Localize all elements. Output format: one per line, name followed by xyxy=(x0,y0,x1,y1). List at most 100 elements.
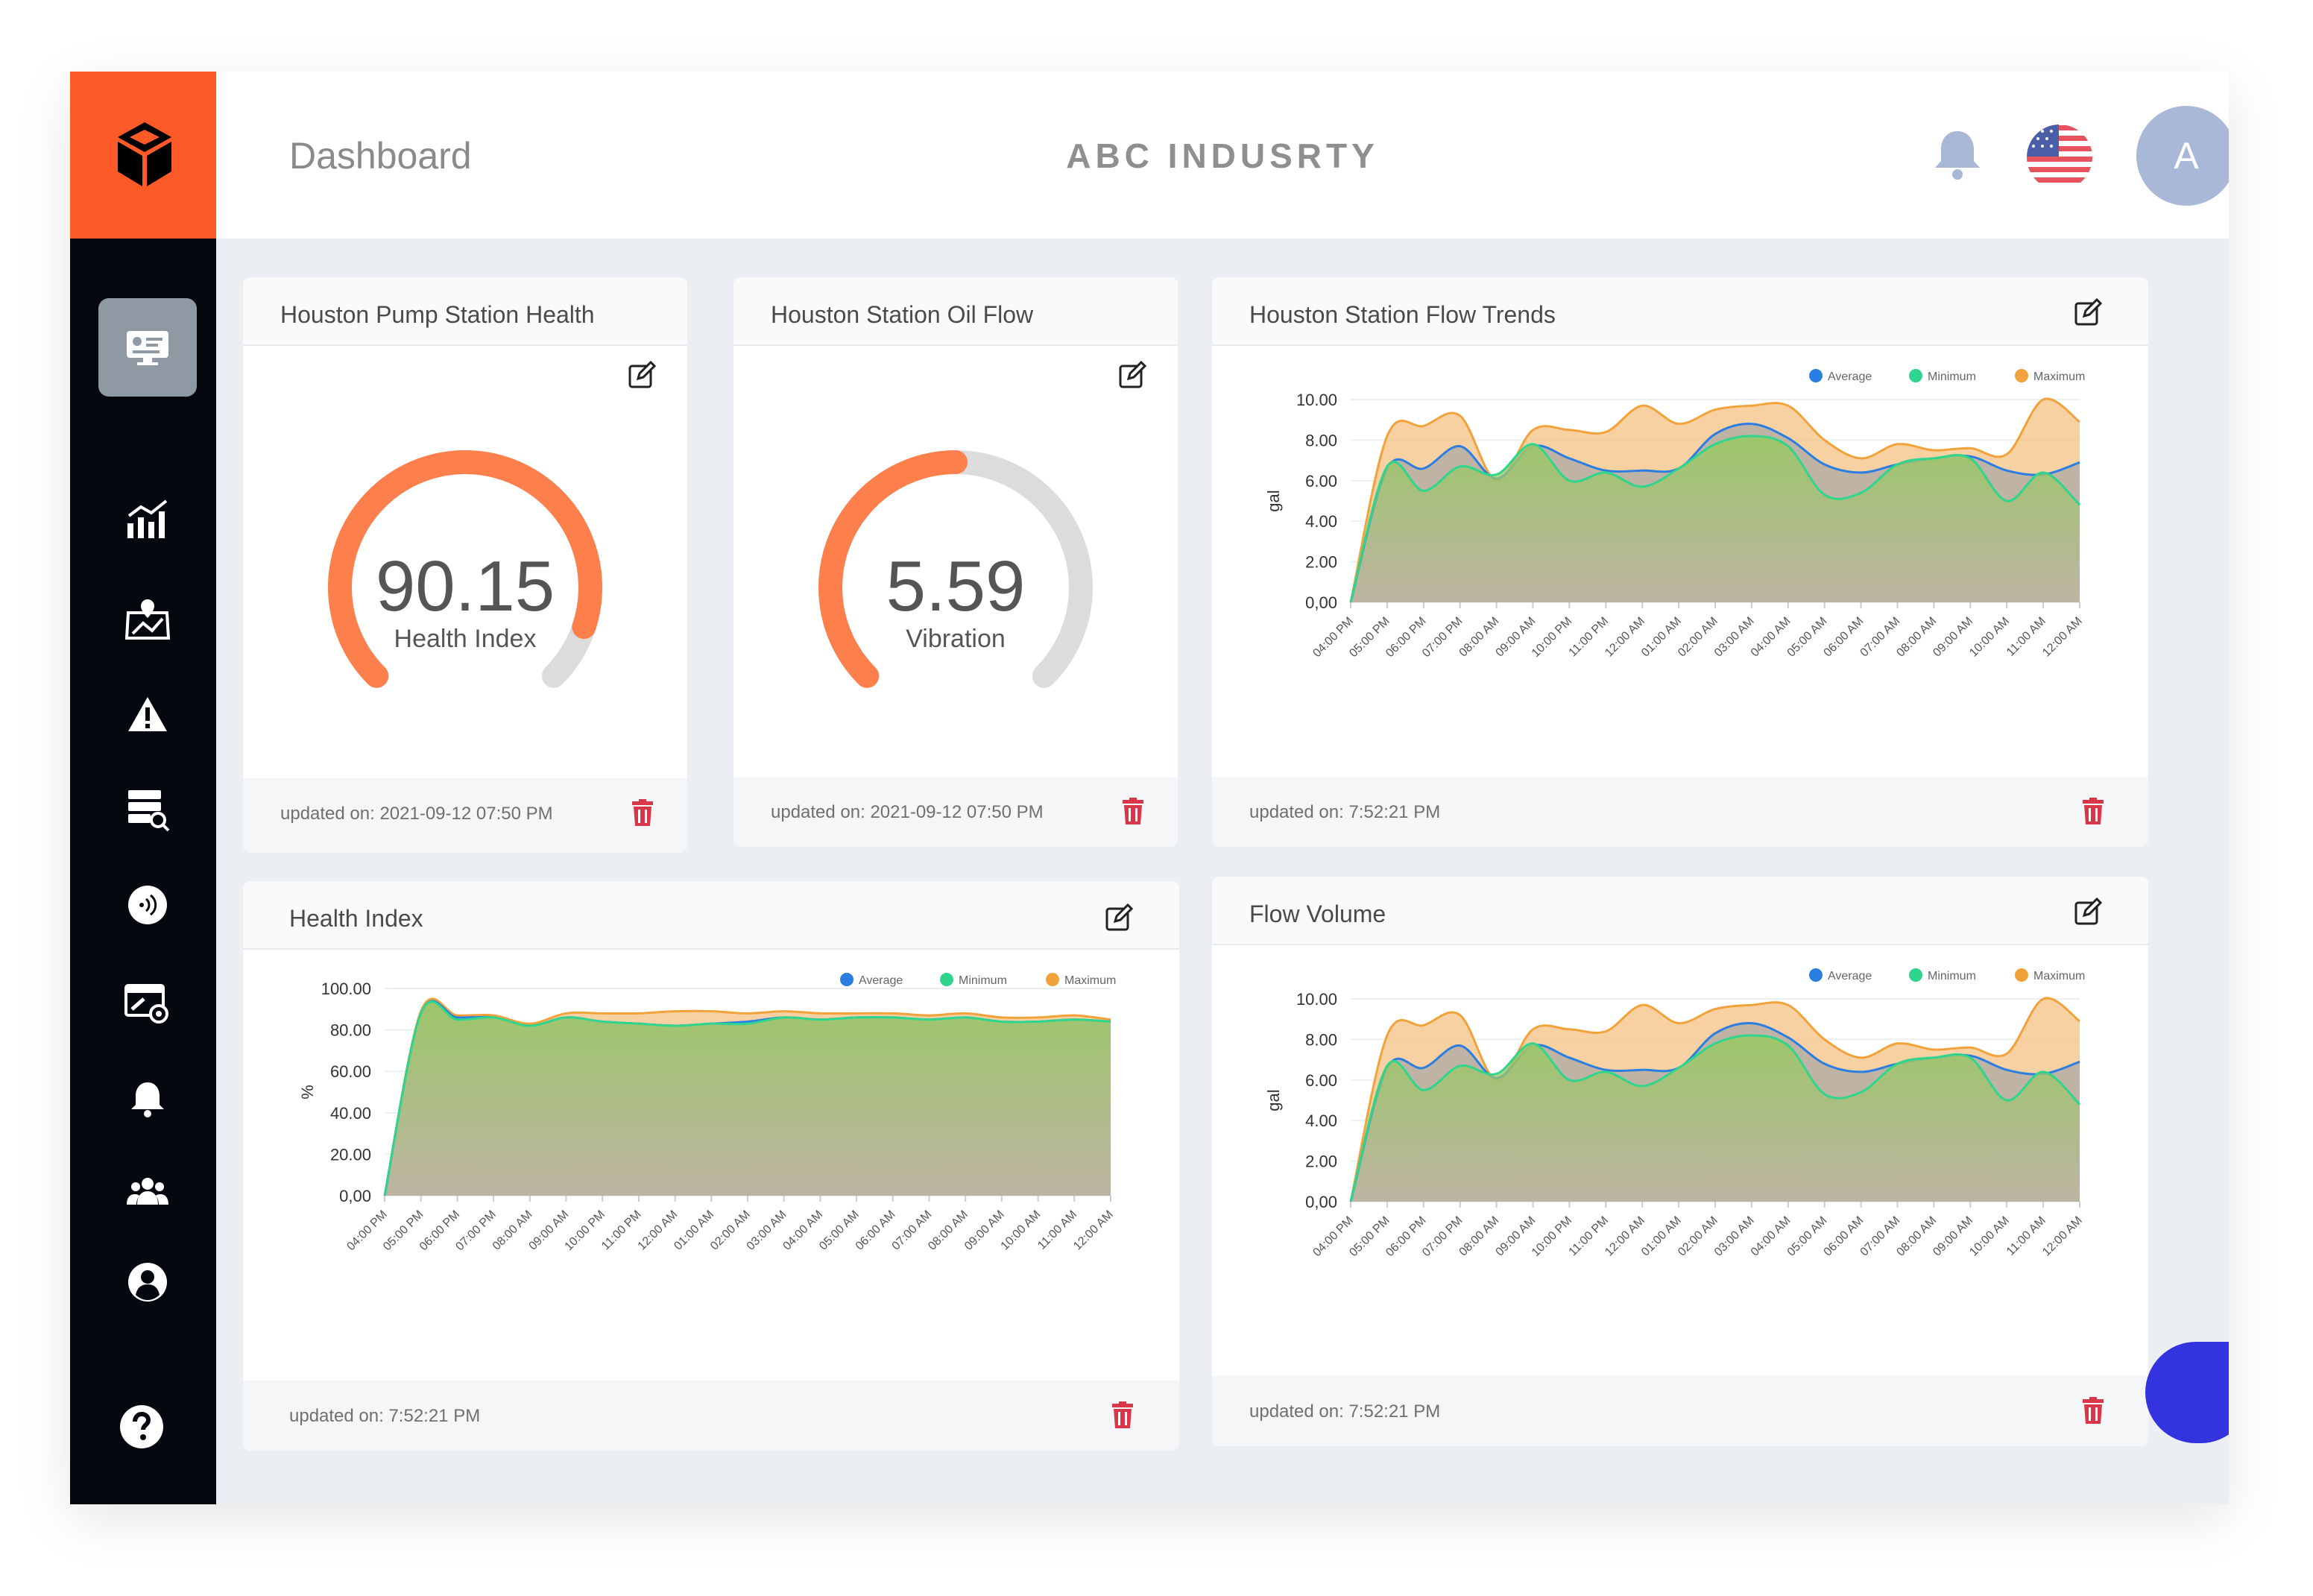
y-axis-label: % xyxy=(298,1085,317,1100)
notifications-button[interactable] xyxy=(1934,128,1981,186)
card-title: Health Index xyxy=(289,905,423,932)
map-icon xyxy=(125,599,170,640)
health-gauge xyxy=(328,450,602,688)
trash-icon xyxy=(2083,798,2104,824)
gauge-label: Health Index xyxy=(394,625,537,653)
y-tick-label: 6.00 xyxy=(1305,1071,1337,1090)
x-tick-label: 07:00 PM xyxy=(453,1208,498,1253)
legend-marker xyxy=(1909,968,1922,982)
updated-timestamp: updated on: 7:52:21 PM xyxy=(1249,1401,1441,1422)
y-tick-label: 6.00 xyxy=(1305,472,1337,491)
card-title: Flow Volume xyxy=(1249,900,1386,927)
series-line-maximum xyxy=(1349,397,2080,603)
edit-button[interactable] xyxy=(2074,897,2103,930)
language-selector[interactable] xyxy=(2026,124,2093,195)
users-icon xyxy=(127,1178,168,1205)
y-tick-label: 60.00 xyxy=(330,1062,371,1081)
card-title: Houston Station Flow Trends xyxy=(1249,301,1556,328)
dashboard-icon xyxy=(127,331,168,365)
x-tick-label: 12:00 AM xyxy=(2040,1214,2085,1259)
legend-marker xyxy=(2015,369,2028,382)
delete-button[interactable] xyxy=(1112,1401,1133,1432)
legend-label: Maximum xyxy=(1064,974,1116,987)
edit-button[interactable] xyxy=(2074,297,2103,330)
edit-icon xyxy=(2074,897,2103,925)
delete-button[interactable] xyxy=(2083,1397,2104,1428)
legend-marker xyxy=(1046,973,1059,986)
x-tick-label: 07:00 PM xyxy=(1420,615,1465,660)
edit-button[interactable] xyxy=(628,360,657,393)
edit-icon xyxy=(2074,297,2103,326)
legend-label: Average xyxy=(1828,370,1872,383)
nav-dashboard[interactable] xyxy=(98,298,197,397)
warning-icon xyxy=(128,697,167,731)
help-button[interactable] xyxy=(98,1451,197,1504)
trash-icon xyxy=(2083,1397,2104,1424)
server-search-icon xyxy=(128,790,170,832)
analytics-icon xyxy=(127,499,168,538)
legend-marker xyxy=(2015,968,2028,982)
series-area-minimum xyxy=(1351,435,2080,602)
nav-notifications[interactable] xyxy=(98,1050,197,1148)
legend-label: Minimum xyxy=(1928,370,1976,383)
delete-button[interactable] xyxy=(2083,798,2104,828)
legend-label: Average xyxy=(859,974,903,987)
company-name: ABC INDUSRTY xyxy=(1066,136,1379,175)
y-tick-label: 2.00 xyxy=(1305,553,1337,572)
user-circle-icon xyxy=(128,1263,167,1302)
legend-label: Average xyxy=(1828,970,1872,982)
x-tick-label: 12:00 AM xyxy=(1071,1208,1116,1253)
legend-marker xyxy=(1809,369,1823,382)
user-avatar[interactable]: A xyxy=(2136,106,2229,206)
series-line-minimum xyxy=(1349,435,2081,603)
legend-marker xyxy=(940,973,953,986)
card-header: Houston Pump Station Health xyxy=(243,277,687,346)
delete-button[interactable] xyxy=(1123,798,1143,828)
edit-icon xyxy=(628,360,657,388)
nav-profile[interactable] xyxy=(98,1233,197,1331)
y-tick-label: 40.00 xyxy=(330,1104,371,1123)
gauge-fill xyxy=(818,450,968,688)
help-button-area[interactable] xyxy=(119,1404,164,1449)
card-header: Flow Volume xyxy=(1212,877,2148,945)
card-header: Houston Station Oil Flow xyxy=(733,277,1178,346)
series-line-maximum xyxy=(383,997,1111,1196)
brand-logo[interactable] xyxy=(70,72,216,239)
edit-icon xyxy=(1119,360,1147,388)
x-tick-label: 07:00 PM xyxy=(1420,1214,1465,1259)
page-title: Dashboard xyxy=(289,135,472,177)
series-area-minimum xyxy=(1351,1035,2080,1202)
x-tick-label: 10:00 AM xyxy=(1967,615,2012,660)
chat-launcher-button[interactable] xyxy=(2145,1342,2229,1443)
nav-analytics[interactable] xyxy=(98,470,197,568)
nav-map[interactable] xyxy=(98,570,197,668)
nav-teams[interactable] xyxy=(98,1142,197,1240)
y-tick-label: 10.00 xyxy=(1296,391,1337,409)
help-icon xyxy=(120,1405,163,1448)
app-window: Dashboard ABC INDUSRTY xyxy=(70,72,2229,1504)
y-tick-label: 4.00 xyxy=(1305,1111,1337,1130)
card-footer: updated on: 2021-09-12 07:50 PM xyxy=(733,777,1178,847)
nav-configuration[interactable] xyxy=(98,954,197,1053)
settings-window-icon xyxy=(124,984,168,1023)
delete-button[interactable] xyxy=(632,799,653,830)
card-footer: updated on: 7:52:21 PM xyxy=(243,1381,1179,1451)
gauge-label: Vibration xyxy=(906,625,1006,653)
edit-button[interactable] xyxy=(1105,903,1134,936)
nav-servers[interactable] xyxy=(98,760,197,859)
y-axis-label: gal xyxy=(1264,1089,1283,1111)
card-footer: updated on: 7:52:21 PM xyxy=(1212,1376,2148,1446)
pump-health-card: Houston Pump Station Health 90.15 Health… xyxy=(243,277,687,853)
series-area-minimum xyxy=(385,1001,1111,1196)
us-flag-icon xyxy=(2027,124,2092,190)
legend-marker xyxy=(840,973,853,986)
bell-icon xyxy=(131,1082,164,1117)
y-tick-label: 0,00 xyxy=(1305,1193,1337,1211)
x-tick-label: 10:00 PM xyxy=(1530,1214,1574,1259)
nav-sensors[interactable] xyxy=(98,856,197,954)
nav-alerts[interactable] xyxy=(98,665,197,763)
edit-button[interactable] xyxy=(1118,360,1147,393)
bell-icon xyxy=(1935,131,1980,180)
